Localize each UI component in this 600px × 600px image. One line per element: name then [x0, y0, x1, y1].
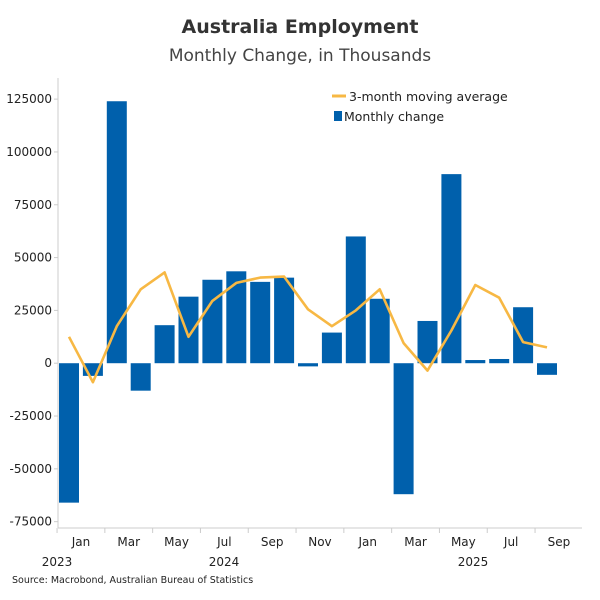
x-year-label: 2024 [209, 555, 240, 569]
x-month-label: Sep [261, 535, 284, 549]
x-month-label: Jul [216, 535, 231, 549]
bar [202, 279, 223, 364]
bar [59, 363, 79, 503]
bar [465, 360, 486, 364]
line-series [67, 271, 548, 384]
bar [321, 332, 342, 364]
x-month-label: Nov [308, 535, 331, 549]
y-tick-label: -50000 [9, 462, 52, 476]
bar [130, 363, 151, 391]
x-year-label: 2025 [458, 555, 489, 569]
x-month-label: May [164, 535, 189, 549]
x-month-label: Mar [404, 535, 427, 549]
y-tick-label: 100000 [6, 145, 52, 159]
x-month-label: May [451, 535, 476, 549]
y-tick-label: 0 [44, 356, 52, 370]
legend-label-moving-average: 3-month moving average [349, 89, 508, 104]
x-month-label: Jan [71, 535, 91, 549]
bar [441, 174, 462, 364]
x-month-label: Jan [358, 535, 378, 549]
y-tick-label: 75000 [14, 198, 52, 212]
x-axis-ticks: Jan Mar May Jul Sep Nov Jan Mar May Jul Sep 2023 202… [42, 528, 571, 569]
bar [393, 363, 414, 495]
bar [226, 271, 247, 364]
y-tick-label: -25000 [9, 409, 52, 423]
x-month-label: Mar [117, 535, 140, 549]
bar [274, 277, 295, 364]
bar [537, 363, 557, 375]
legend-label-monthly-change: Monthly change [344, 109, 444, 124]
y-tick-label: -75000 [9, 515, 52, 529]
x-month-label: Sep [548, 535, 571, 549]
x-year-label: 2023 [42, 555, 73, 569]
y-tick-label: 125000 [6, 92, 52, 106]
y-tick-label: 50000 [14, 251, 52, 265]
bar [417, 320, 438, 364]
moving-average-line [67, 271, 548, 384]
source-note: Source: Macrobond, Australian Bureau of … [12, 575, 253, 586]
y-tick-label: 25000 [14, 303, 52, 317]
bar [345, 236, 366, 364]
bar [178, 296, 199, 364]
bar [154, 325, 175, 364]
bar [489, 358, 510, 364]
bar-series [59, 101, 557, 503]
bar [250, 281, 271, 364]
bar [106, 101, 127, 364]
bar [513, 307, 534, 364]
bar [298, 363, 318, 367]
bar [369, 298, 390, 364]
chart-subtitle: Monthly Change, in Thousands [169, 46, 431, 66]
y-axis-ticks: 125000 100000 75000 50000 25000 0 -25000 -50000… [6, 92, 58, 529]
x-month-label: Jul [503, 535, 518, 549]
legend-bar-swatch [334, 111, 342, 121]
chart-title: Australia Employment [182, 16, 419, 38]
legend: 3-month moving average Monthly change [332, 89, 508, 124]
